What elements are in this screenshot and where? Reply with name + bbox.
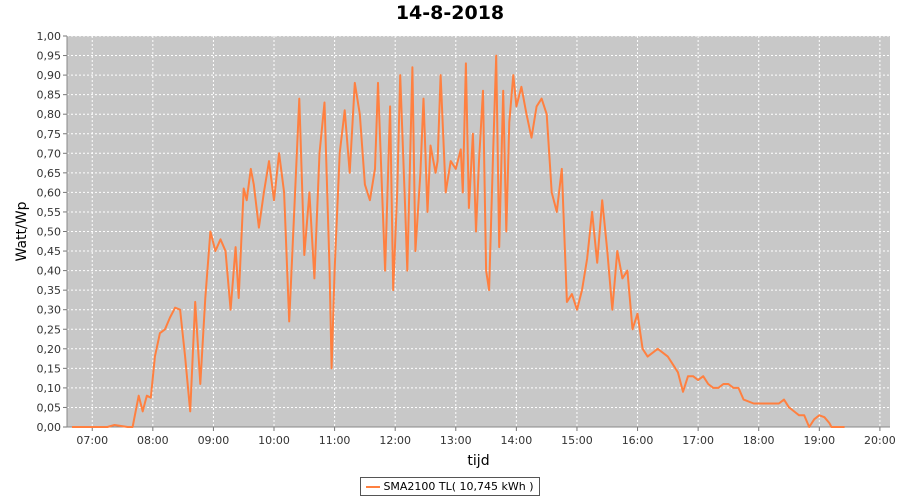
y-tick-label: 0,75 [37, 128, 62, 141]
y-tick-label: 0,60 [37, 186, 62, 199]
y-tick-label: 0,15 [37, 362, 62, 375]
x-tick-label: 16:00 [622, 434, 654, 447]
x-tick-label: 17:00 [682, 434, 714, 447]
y-tick-label: 0,95 [37, 50, 62, 63]
legend-label: SMA2100 TL( 10,745 kWh ) [383, 480, 534, 493]
y-tick-label: 0,05 [37, 401, 62, 414]
series-line-sma2100 [72, 54, 845, 428]
x-tick-label: 09:00 [198, 434, 230, 447]
y-tick-label: 0,10 [37, 382, 62, 395]
y-tick-label: 0,50 [37, 226, 62, 239]
x-tick-label: 19:00 [803, 434, 835, 447]
legend-swatch [366, 485, 381, 488]
y-tick-label: 1,00 [37, 30, 62, 43]
x-axis: 07:00 08:00 09:00 10:00 11:00 12:00 13:00 14:00… [67, 426, 896, 447]
x-tick-label: 12:00 [379, 434, 411, 447]
y-tick-label: 0,45 [37, 245, 62, 258]
y-tick-label: 0,55 [37, 206, 62, 219]
y-tick-label: 0,00 [37, 421, 62, 434]
x-tick-label: 10:00 [258, 434, 290, 447]
y-tick-label: 0,20 [37, 343, 62, 356]
x-tick-label: 15:00 [561, 434, 593, 447]
y-tick-label: 0,70 [37, 147, 62, 160]
y-tick-label: 0,30 [37, 304, 62, 317]
y-tick-label: 0,40 [37, 265, 62, 278]
x-tick-label: 07:00 [76, 434, 108, 447]
x-tick-label: 14:00 [501, 434, 533, 447]
chart-title: 14-8-2018 [395, 2, 505, 24]
x-axis-title: tijd [467, 453, 489, 469]
y-tick-label: 0,85 [37, 89, 62, 102]
y-tick-label: 0,80 [37, 108, 62, 121]
x-tick-label: 18:00 [743, 434, 775, 447]
x-tick-label: 13:00 [440, 434, 472, 447]
plot-area [67, 36, 890, 427]
y-tick-label: 0,65 [37, 167, 62, 180]
y-axis: 0,00 0,05 0,10 0,15 0,20 0,25 0,30 0,35 0,40 0,45… [37, 30, 68, 434]
x-tick-label: 20:00 [864, 434, 896, 447]
y-tick-label: 0,25 [37, 323, 62, 336]
y-axis-title: Watt/Wp [14, 201, 30, 261]
y-tick-label: 0,90 [37, 69, 62, 82]
x-tick-label: 11:00 [319, 434, 351, 447]
y-tick-label: 0,35 [37, 284, 62, 297]
legend: SMA2100 TL( 10,745 kWh ) [360, 477, 540, 496]
x-tick-label: 08:00 [137, 434, 169, 447]
